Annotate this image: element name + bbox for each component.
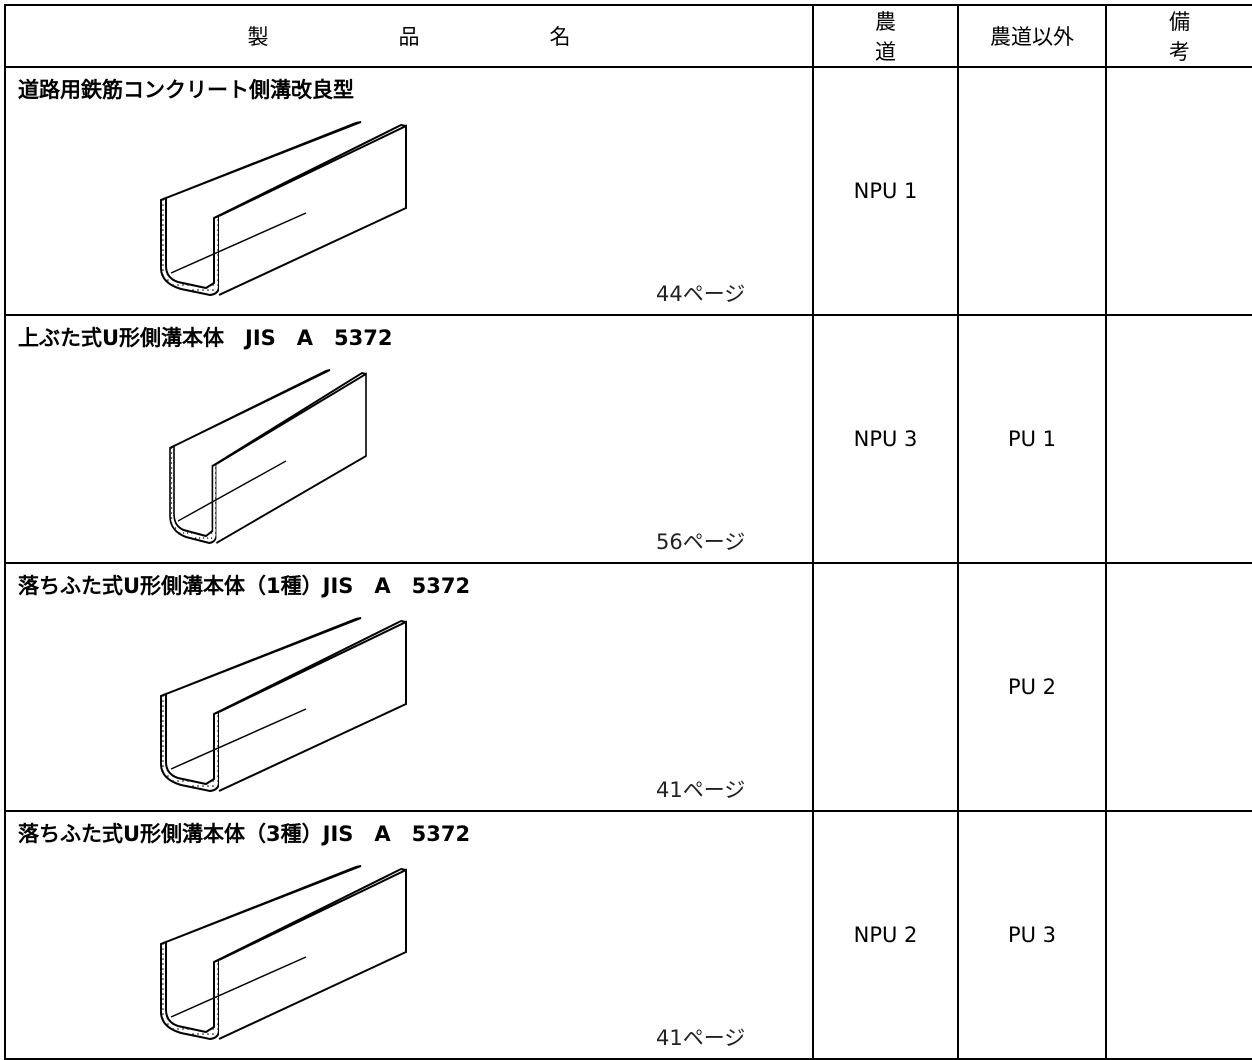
name-cell: 落ちふた式U形側溝本体（1種）JIS A 5372 41ページ <box>4 562 814 812</box>
product-name: 落ちふた式U形側溝本体（1種）JIS A 5372 <box>18 574 471 598</box>
remarks-cell <box>1105 810 1252 1060</box>
farm-road-cell: NPU 3 <box>812 314 959 564</box>
name-cell: 道路用鉄筋コンクリート側溝改良型 44ページ <box>4 66 814 316</box>
non-farm-road-cell: PU 1 <box>957 314 1107 564</box>
non-farm-road-cell: PU 3 <box>957 810 1107 1060</box>
non-farm-road-cell: PU 2 <box>957 562 1107 812</box>
name-cell: 落ちふた式U形側溝本体（3種）JIS A 5372 41ページ <box>4 810 814 1060</box>
product-name: 落ちふた式U形側溝本体（3種）JIS A 5372 <box>18 822 471 846</box>
product-table: 製品名 農道 農道以外 備考 道路用鉄筋コンクリート側溝改良型 44ページ NPU … <box>4 4 1252 1060</box>
remarks-cell <box>1105 562 1252 812</box>
header-cell: 製品名 <box>4 4 814 68</box>
product-row: 落ちふた式U形側溝本体（1種）JIS A 5372 41ページ PU 2 <box>4 562 1252 812</box>
name-cell: 上ぶた式U形側溝本体 JIS A 5372 56ページ <box>4 314 814 564</box>
product-name: 上ぶた式U形側溝本体 JIS A 5372 <box>18 326 393 350</box>
page-ref: 41ページ <box>656 778 746 802</box>
header-cell: 農道 <box>812 4 959 68</box>
farm-road-cell: NPU 1 <box>812 66 959 316</box>
header-cell: 備考 <box>1105 4 1252 68</box>
farm-road-cell <box>812 562 959 812</box>
header-row: 製品名 農道 農道以外 備考 <box>4 4 1252 68</box>
product-row: 落ちふた式U形側溝本体（3種）JIS A 5372 41ページ NPU 2 PU 3 <box>4 810 1252 1060</box>
non-farm-road-cell <box>957 66 1107 316</box>
product-name: 道路用鉄筋コンクリート側溝改良型 <box>18 78 354 102</box>
remarks-cell <box>1105 66 1252 316</box>
product-row: 道路用鉄筋コンクリート側溝改良型 44ページ NPU 1 <box>4 66 1252 316</box>
farm-road-cell: NPU 2 <box>812 810 959 1060</box>
product-row: 上ぶた式U形側溝本体 JIS A 5372 56ページ NPU 3 PU 1 <box>4 314 1252 564</box>
page-ref: 56ページ <box>656 530 746 554</box>
remarks-cell <box>1105 314 1252 564</box>
page-ref: 44ページ <box>656 282 746 306</box>
page-ref: 41ページ <box>656 1026 746 1050</box>
header-cell: 農道以外 <box>957 4 1107 68</box>
